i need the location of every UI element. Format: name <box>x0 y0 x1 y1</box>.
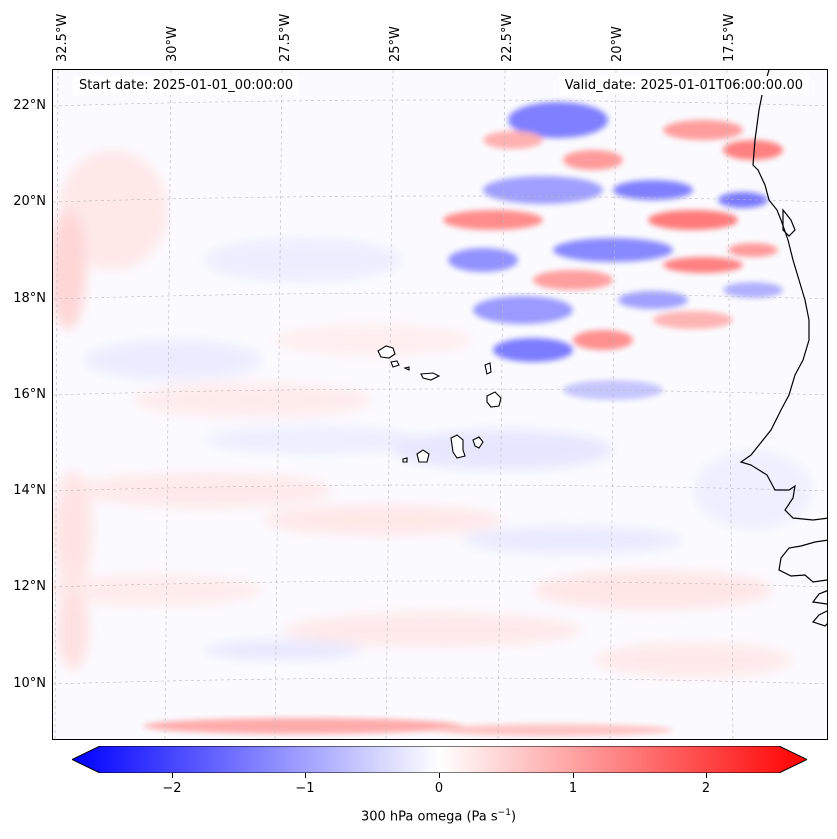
lat-label: 12°N <box>13 579 46 594</box>
start-date-label: Start date: 2025-01-01_00:00:00 <box>73 76 300 95</box>
colorbar-tick <box>573 773 574 778</box>
omega-field <box>53 70 827 739</box>
colorbar-label-exponent: −1 <box>497 808 511 818</box>
colorbar-tick <box>172 773 173 778</box>
colorbar-tick <box>706 773 707 778</box>
lon-label: 20°W <box>610 26 625 62</box>
colorbar-tick <box>305 773 306 778</box>
colorbar-tick-label: 0 <box>434 781 444 796</box>
lon-label: 32.5°W <box>55 13 70 62</box>
lat-label: 18°N <box>13 291 46 306</box>
valid-date-label: Valid_date: 2025-01-01T06:00:00.00 <box>558 76 809 95</box>
colorbar-label: 300 hPa omega (Pa s−1) <box>0 808 837 824</box>
graticule <box>53 70 827 739</box>
colorbar-label-text: 300 hPa omega (Pa s <box>360 809 498 825</box>
lat-label: 22°N <box>13 98 46 113</box>
map-panel[interactable]: Start date: 2025-01-01_00:00:00 Valid_da… <box>52 69 828 740</box>
colorbar-tick-label: 1 <box>568 781 578 796</box>
colorbar-tick-label: 2 <box>701 781 711 796</box>
lon-label: 30°W <box>165 26 180 62</box>
lat-label: 16°N <box>13 387 46 402</box>
lon-label: 22.5°W <box>500 13 515 62</box>
cape-verde-islands <box>377 345 502 463</box>
colorbar-label-suffix: ) <box>510 809 517 825</box>
lat-label: 10°N <box>13 676 46 691</box>
lat-label: 14°N <box>13 483 46 498</box>
colorbar-tick-label: −1 <box>295 781 315 796</box>
lon-label: 27.5°W <box>278 13 293 62</box>
lon-label: 25°W <box>388 26 403 62</box>
colorbar-tick-label: −2 <box>162 781 182 796</box>
coastline <box>739 70 827 627</box>
colorbar-tick <box>439 773 440 778</box>
lon-label: 17.5°W <box>722 13 737 62</box>
lat-label: 20°N <box>13 194 46 209</box>
colorbar <box>72 746 807 773</box>
